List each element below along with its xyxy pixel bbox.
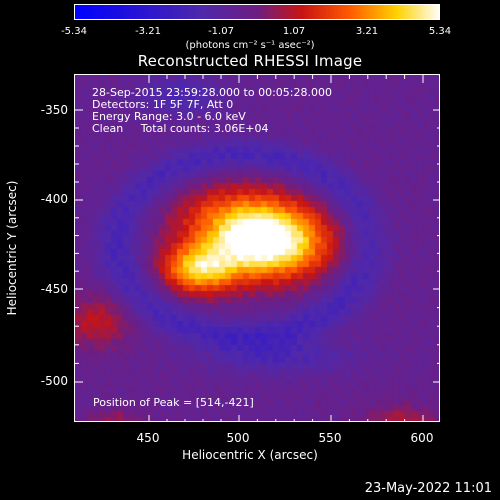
y-tick-label: -350 [40, 103, 68, 117]
info-time-range: 28-Sep-2015 23:59:28.000 to 00:05:28.000 [92, 86, 332, 99]
x-tick-label: 450 [136, 431, 160, 445]
timestamp: 23-May-2022 11:01 [364, 481, 492, 496]
colorbar-tick: 3.21 [355, 26, 379, 37]
colorbar-tick: 5.34 [428, 26, 452, 37]
colorbar-tick: -3.21 [135, 26, 161, 37]
colorbar [74, 4, 440, 20]
x-tick-label: 600 [410, 431, 434, 445]
y-axis-label: Heliocentric Y (arcsec) [5, 180, 19, 316]
x-axis-label: Heliocentric X (arcsec) [182, 448, 318, 462]
info-clean-counts: Clean Total counts: 3.06E+04 [92, 122, 269, 135]
x-tick-label: 550 [318, 431, 342, 445]
colorbar-tick: -5.34 [61, 26, 87, 37]
plot-title: Reconstructed RHESSI Image [137, 52, 363, 70]
heatmap-image [75, 75, 439, 421]
colorbar-tick: -1.07 [208, 26, 234, 37]
y-tick-label: -500 [40, 374, 68, 388]
y-tick-label: -400 [40, 192, 68, 206]
info-detectors: Detectors: 1F 5F 7F, Att 0 [92, 98, 234, 111]
colorbar-gradient [75, 5, 439, 19]
colorbar-tick: 1.07 [282, 26, 306, 37]
image-panel [74, 74, 440, 422]
x-tick-label: 500 [226, 431, 250, 445]
colorbar-unit: (photons cm⁻² s⁻¹ asec⁻²) [185, 40, 315, 51]
peak-position: Position of Peak = [514,-421] [93, 396, 254, 409]
info-energy-range: Energy Range: 3.0 - 6.0 keV [92, 110, 246, 123]
y-tick-label: -450 [40, 282, 68, 296]
colorbar-ticks: -5.34 -3.21 -1.07 1.07 3.21 5.34 [0, 20, 500, 37]
